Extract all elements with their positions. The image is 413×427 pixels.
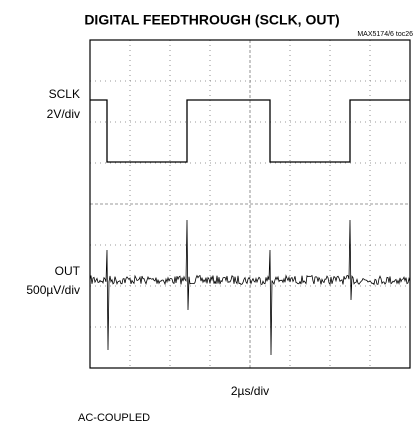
out-trace: [89, 219, 411, 356]
figure-id: MAX5174/6 toc26: [357, 31, 413, 38]
channel-scale: 500µV/div: [26, 283, 80, 297]
channel-scale: 2V/div: [47, 107, 80, 121]
title: DIGITAL FEEDTHROUGH (SCLK, OUT): [84, 12, 339, 28]
channel-name: SCLK: [49, 87, 80, 101]
note: AC-COUPLED: [78, 412, 150, 424]
screen-border: [89, 39, 411, 369]
channel-name: OUT: [55, 264, 81, 278]
sclk-trace: [90, 99, 410, 163]
graticule: [90, 40, 410, 368]
time-scale: 2µs/div: [231, 384, 269, 398]
